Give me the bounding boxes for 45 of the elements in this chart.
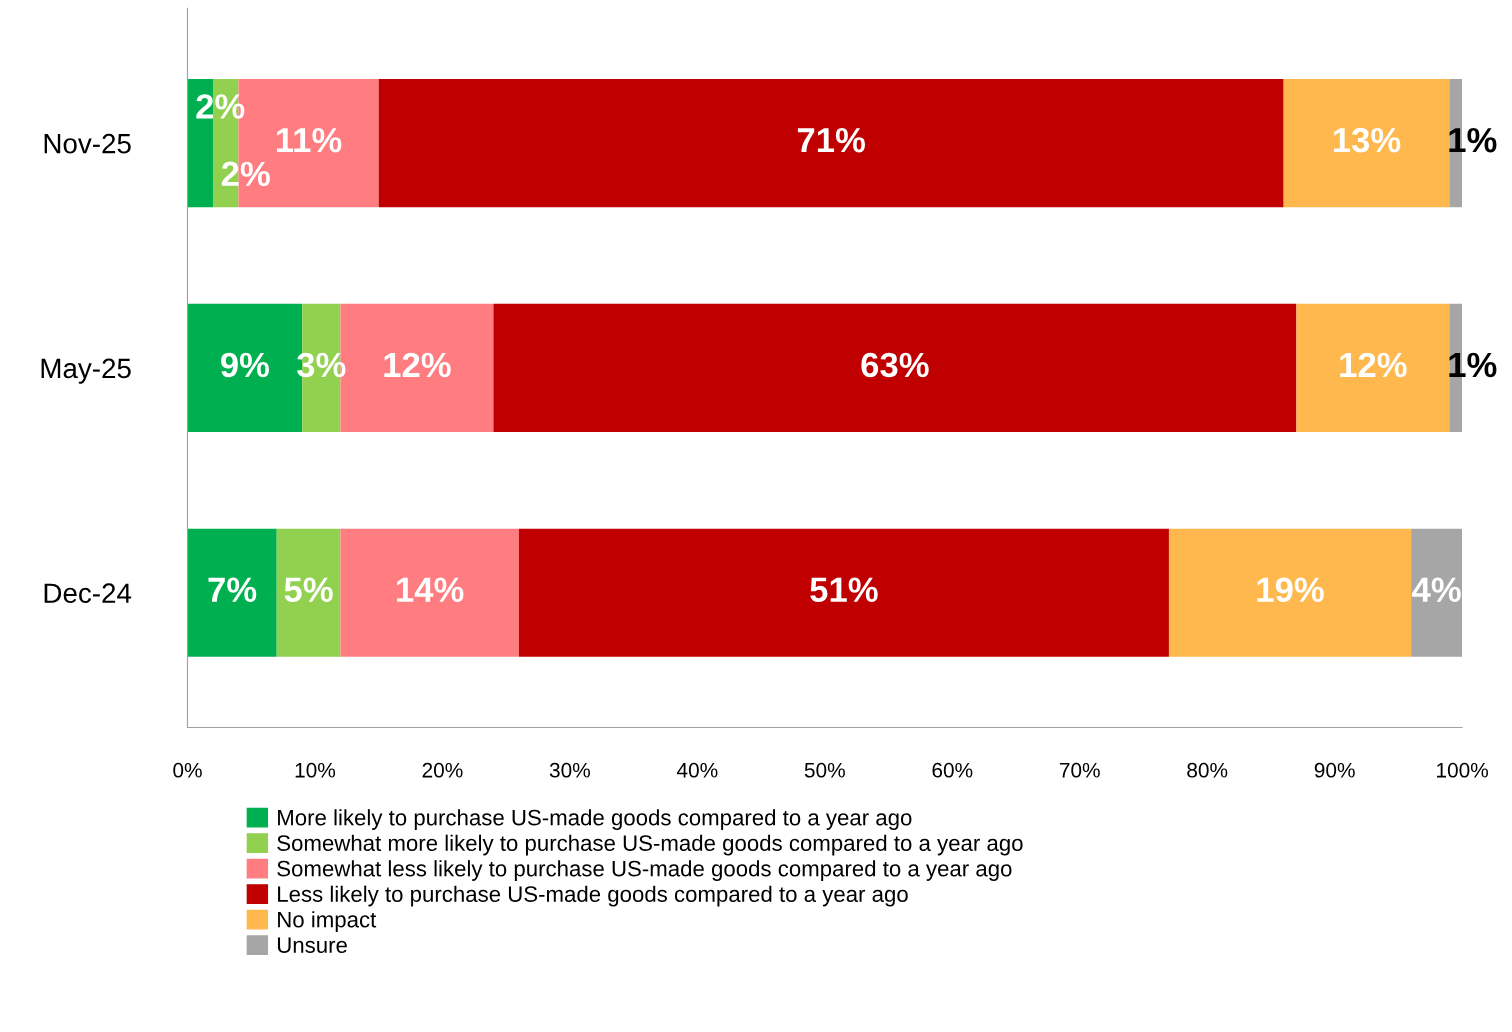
legend-label: No impact xyxy=(278,911,377,932)
data-label: 11% xyxy=(276,127,342,153)
bar xyxy=(276,528,341,657)
data-label: 12% xyxy=(1340,352,1407,378)
data-label: 51% xyxy=(810,577,878,603)
data-label: 1% xyxy=(1449,127,1497,153)
bar xyxy=(1168,528,1412,657)
bar xyxy=(340,528,519,657)
bar xyxy=(1283,79,1450,208)
x-tick-label: 40% xyxy=(676,762,718,778)
bar xyxy=(1411,528,1463,657)
bar xyxy=(518,528,1169,657)
data-label: 13% xyxy=(1333,127,1401,153)
bar xyxy=(1296,303,1450,432)
legend-label: Somewhat more likely to purchase US-made goods compared to a year ago xyxy=(277,834,1023,856)
data-label: 14% xyxy=(397,577,464,602)
data-label: 9% xyxy=(220,352,270,378)
y-tick-label: Nov-25 xyxy=(44,133,131,154)
legend-label: Somewhat less likely to purchase US-made goods compared to a year ago xyxy=(277,860,1012,881)
data-label: 12% xyxy=(384,352,451,378)
x-tick-label: 100% xyxy=(1437,762,1489,778)
x-tick-label: 60% xyxy=(932,762,973,778)
x-tick-label: 20% xyxy=(422,762,463,778)
x-tick-label: 90% xyxy=(1314,762,1355,778)
legend-label: Less likely to purchase US-made goods compared to a year ago xyxy=(278,885,908,907)
x-tick-label: 10% xyxy=(295,762,336,778)
data-label: 4% xyxy=(1412,577,1461,602)
x-tick-label: 80% xyxy=(1187,762,1228,778)
bar xyxy=(187,528,277,657)
bar xyxy=(378,79,1284,208)
data-label: 5% xyxy=(284,577,333,603)
x-tick-label: 30% xyxy=(549,762,590,778)
x-tick-label: 70% xyxy=(1059,762,1100,778)
bar xyxy=(493,303,1297,432)
legend-label: More likely to purchase US-made goods compared to a year ago xyxy=(278,809,912,830)
data-label: 1% xyxy=(1449,352,1497,378)
data-label: 63% xyxy=(861,352,929,378)
data-label: 7% xyxy=(208,577,257,602)
y-tick-label: May-25 xyxy=(41,358,131,384)
data-label: 19% xyxy=(1257,577,1324,603)
legend-label: Unsure xyxy=(277,937,347,953)
x-tick-label: 0% xyxy=(173,762,202,778)
x-tick-label: 50% xyxy=(804,762,845,778)
data-label: 71% xyxy=(797,127,865,153)
y-tick-label: Dec-24 xyxy=(44,583,132,604)
